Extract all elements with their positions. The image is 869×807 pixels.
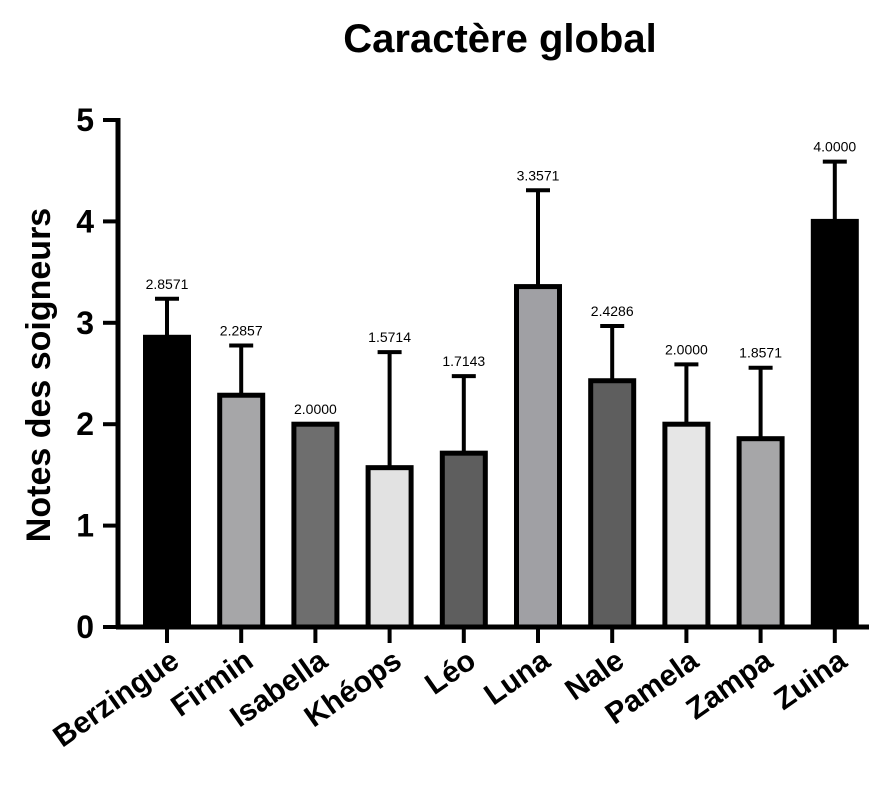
data-label: 2.0000 [294, 401, 337, 417]
chart-title: Caractère global [343, 17, 656, 61]
y-tick-label: 0 [76, 609, 94, 645]
bar-isabella [291, 421, 340, 630]
data-label: 1.7143 [442, 353, 485, 369]
data-label: 3.3571 [517, 167, 560, 183]
y-axis-label: Notes des soigneurs [20, 208, 58, 542]
y-tick-label: 5 [76, 102, 94, 138]
bar-léo [439, 450, 488, 630]
y-tick-label: 2 [76, 406, 94, 442]
bar-zuina [810, 218, 859, 630]
data-label: 2.2857 [220, 323, 263, 339]
bar-khéops [365, 465, 414, 630]
x-tick-label: Zuina [768, 644, 853, 717]
y-tick-label: 1 [76, 508, 94, 544]
bar-zampa [736, 436, 785, 630]
bar-nale [588, 378, 637, 630]
data-label: 2.8571 [146, 276, 189, 292]
bar-luna [514, 284, 562, 630]
y-tick-label: 3 [76, 305, 94, 341]
data-label: 1.5714 [368, 329, 411, 345]
data-label: 4.0000 [813, 139, 856, 155]
y-tick-label: 4 [76, 203, 94, 239]
x-tick-label: Luna [478, 644, 556, 712]
data-label: 2.0000 [665, 341, 708, 357]
plot-area: 0123452.8571Berzingue2.2857Firmin2.0000I… [47, 102, 869, 754]
x-tick-label: Léo [419, 644, 482, 702]
x-tick-label: Zampa [680, 644, 778, 727]
data-label: 2.4286 [591, 303, 634, 319]
bar-pamela [662, 421, 711, 630]
x-tick-label: Berzingue [47, 644, 185, 754]
bar-berzingue [143, 334, 191, 630]
data-label: 1.8571 [739, 345, 782, 361]
bar-firmin [217, 392, 266, 630]
